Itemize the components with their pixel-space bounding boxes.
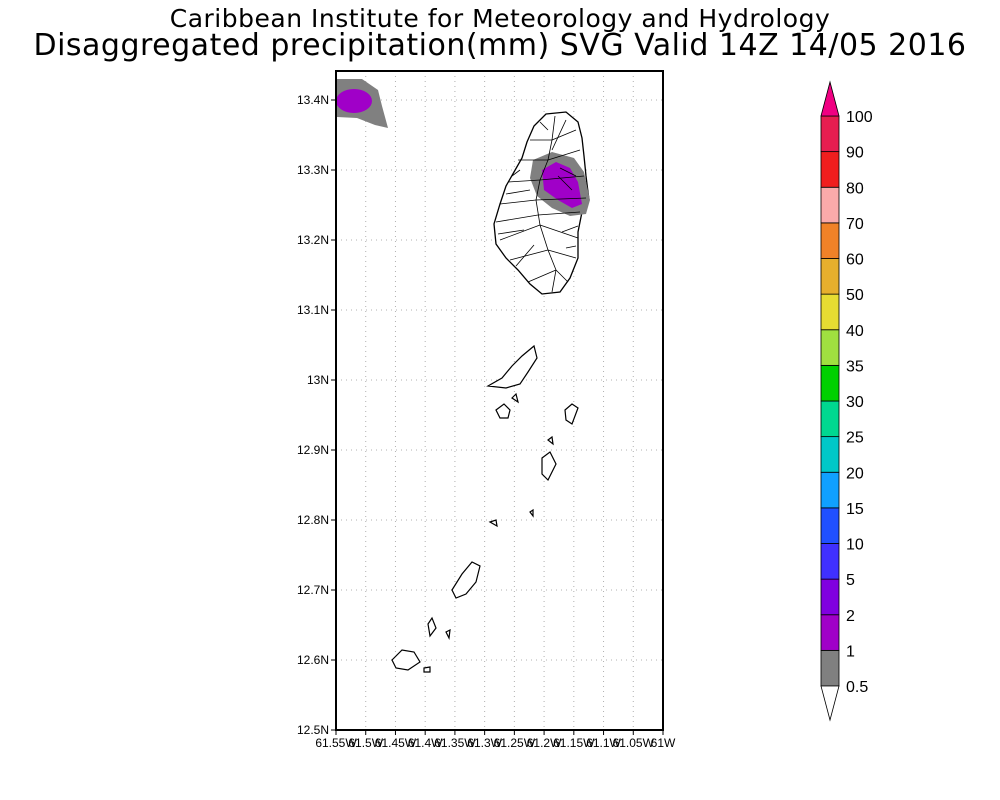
lat-tick-label: 12.9N xyxy=(297,443,329,457)
colorbar-segment xyxy=(820,293,840,331)
lat-tick-label: 13.1N xyxy=(297,303,329,317)
colorbar-segment xyxy=(820,649,840,687)
islet-4 xyxy=(529,508,534,518)
colorbar-label: 50 xyxy=(846,287,864,304)
lat-tick-label: 13.3N xyxy=(297,163,329,177)
lat-tick-label: 13.4N xyxy=(297,93,329,107)
map-grid xyxy=(336,71,663,730)
islet-3 xyxy=(488,519,498,528)
colorbar-label: 2 xyxy=(846,608,855,625)
lat-tick-label: 13.2N xyxy=(297,233,329,247)
colorbar-segment xyxy=(820,507,840,544)
colorbar-segment xyxy=(820,222,840,259)
longitude-axis: 61.55W61.5W61.45W61.4W61.35W61.3W61.25W6… xyxy=(315,730,676,750)
islet-8 xyxy=(423,666,431,673)
colorbar-label: 70 xyxy=(846,216,864,233)
carriacou-island xyxy=(451,561,481,599)
lat-tick-label: 12.8N xyxy=(297,513,329,527)
colorbar-label: 30 xyxy=(846,394,864,411)
title-line-1: Caribbean Institute for Meteorology and … xyxy=(169,4,831,33)
colorbar-label: 1 xyxy=(846,643,855,660)
title-line-2: Disaggregated precipitation(mm) SVG Vali… xyxy=(33,28,967,63)
colorbar-segment xyxy=(820,543,840,580)
colorbar-segment xyxy=(820,614,840,651)
precip-shading xyxy=(336,79,388,128)
colorbar-label: 90 xyxy=(846,145,864,162)
colorbar-label: 60 xyxy=(846,252,864,269)
lon-tick-label: 61.25W xyxy=(494,736,536,750)
colorbar-label: 10 xyxy=(846,537,864,554)
colorbar-segment xyxy=(820,578,840,616)
watershed-lines xyxy=(495,115,587,293)
colorbar-segment xyxy=(820,400,840,438)
colorbar-label: 5 xyxy=(846,572,855,589)
colorbar-max-arrow xyxy=(820,80,840,117)
lon-tick-label: 61.5W xyxy=(348,736,383,750)
lon-tick-label: 61.05W xyxy=(613,736,655,750)
lon-tick-label: 61.1W xyxy=(586,736,621,750)
precip-area-island-purple xyxy=(542,162,582,208)
colorbar-segment xyxy=(820,329,840,366)
colorbar-segment xyxy=(820,364,840,402)
lon-tick-label: 61.3W xyxy=(467,736,502,750)
islet-6 xyxy=(445,628,451,641)
colorbar-segment xyxy=(820,258,840,295)
colorbar-segment xyxy=(820,151,840,188)
colorbar-label: 25 xyxy=(846,430,864,447)
lon-tick-label: 61W xyxy=(651,736,676,750)
lon-tick-label: 61.4W xyxy=(408,736,443,750)
grenadines-islands xyxy=(391,344,579,673)
precip-area-northwest-purple xyxy=(336,89,372,113)
colorbar-label: 35 xyxy=(846,358,864,375)
colorbar-min-arrow xyxy=(820,685,840,722)
colorbar-segment xyxy=(820,436,840,473)
colorbar-label: 20 xyxy=(846,465,864,482)
lon-tick-label: 61.35W xyxy=(434,736,476,750)
islet-7 xyxy=(391,649,421,671)
lon-tick-label: 61.2W xyxy=(527,736,562,750)
lon-tick-label: 61.15W xyxy=(553,736,595,750)
colorbar-label: 0.5 xyxy=(846,679,868,696)
map-frame xyxy=(335,70,664,731)
islet-2 xyxy=(547,435,554,446)
islet-5 xyxy=(427,616,437,638)
lat-tick-label: 12.5N xyxy=(297,723,329,737)
lon-tick-label: 61.45W xyxy=(375,736,417,750)
colorbar-label: 100 xyxy=(846,109,873,126)
colorbar-segment xyxy=(820,186,840,224)
colorbar-label: 15 xyxy=(846,501,864,518)
lat-tick-label: 12.6N xyxy=(297,653,329,667)
mayreau-island xyxy=(541,451,557,482)
colorbar-label: 80 xyxy=(846,180,864,197)
mustique-island xyxy=(495,403,511,419)
st-vincent-island xyxy=(493,111,590,295)
lon-tick-label: 61.55W xyxy=(315,736,357,750)
canouan-island xyxy=(564,403,579,425)
lat-tick-label: 12.7N xyxy=(297,583,329,597)
islet-1 xyxy=(511,392,519,404)
latitude-axis: 13.4N 13.3N 13.2N 13.1N 13N 12.9N 12.8N 12.7N 12… xyxy=(297,93,336,737)
colorbar-segment xyxy=(820,115,840,153)
lat-tick-label: 13N xyxy=(307,373,329,387)
bequia-island xyxy=(486,344,538,389)
colorbar-label: 40 xyxy=(846,323,864,340)
colorbar-segment xyxy=(820,471,840,509)
